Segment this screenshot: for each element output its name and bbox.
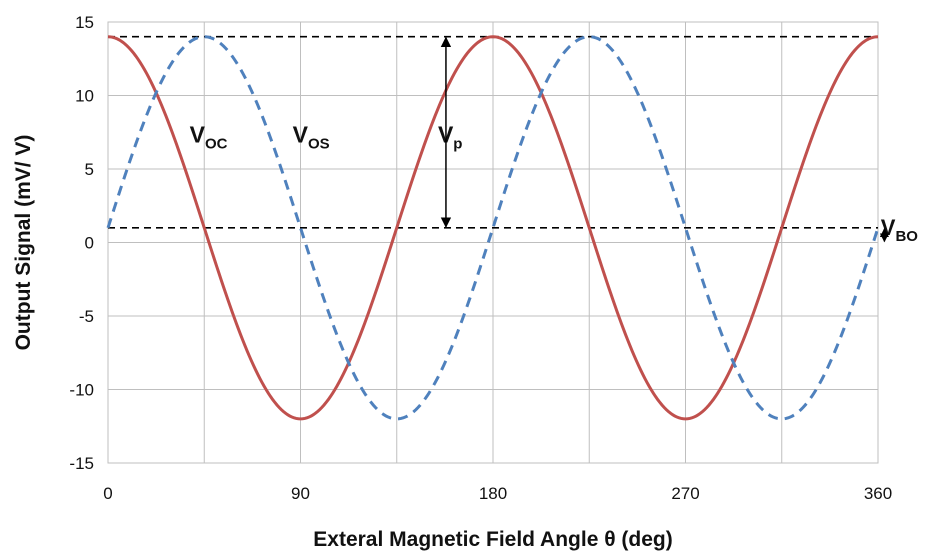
series-line-v-os <box>106 35 880 421</box>
y-tick-label: -5 <box>79 307 94 326</box>
y-axis-label: Output Signal (mV/ V) <box>12 135 35 351</box>
annotation-subscript: p <box>453 136 462 153</box>
annotation-bo: VBO <box>881 215 919 245</box>
x-tick-label: 90 <box>291 484 310 503</box>
annotation-p: Vp <box>438 122 463 153</box>
annotation-subscript: BO <box>895 228 918 245</box>
y-tick-label: 5 <box>85 160 94 179</box>
annotation-main: V <box>190 122 206 148</box>
annotation-subscript: OC <box>205 136 228 153</box>
x-axis-label: Exteral Magnetic Field Angle θ (deg) <box>313 528 672 551</box>
annotation-main: V <box>293 122 309 148</box>
grid <box>107 21 879 464</box>
annotation-main: V <box>881 215 896 240</box>
annotation-subscript: OS <box>308 136 330 153</box>
annotation-oc: VOC <box>190 122 228 153</box>
x-tick-label: 180 <box>479 484 507 503</box>
y-tick-label: -15 <box>69 454 94 473</box>
y-tick-label: -10 <box>69 381 94 400</box>
series-line-v-oc <box>107 35 879 421</box>
plot-border <box>107 21 879 464</box>
x-tick-label: 0 <box>103 484 112 503</box>
annotation-os: VOS <box>293 122 330 153</box>
x-tick-label: 360 <box>864 484 892 503</box>
series-group <box>106 35 880 421</box>
y-tick-label: 0 <box>85 234 94 253</box>
tick-labels: 15 10 5 0 -5 -10 -15 0 90 180 270 360 <box>69 13 892 503</box>
y-tick-label: 15 <box>75 13 94 32</box>
x-tick-label: 270 <box>671 484 699 503</box>
annotations: VOCVOSVpVBO <box>190 36 919 245</box>
y-tick-label: 10 <box>75 87 94 106</box>
